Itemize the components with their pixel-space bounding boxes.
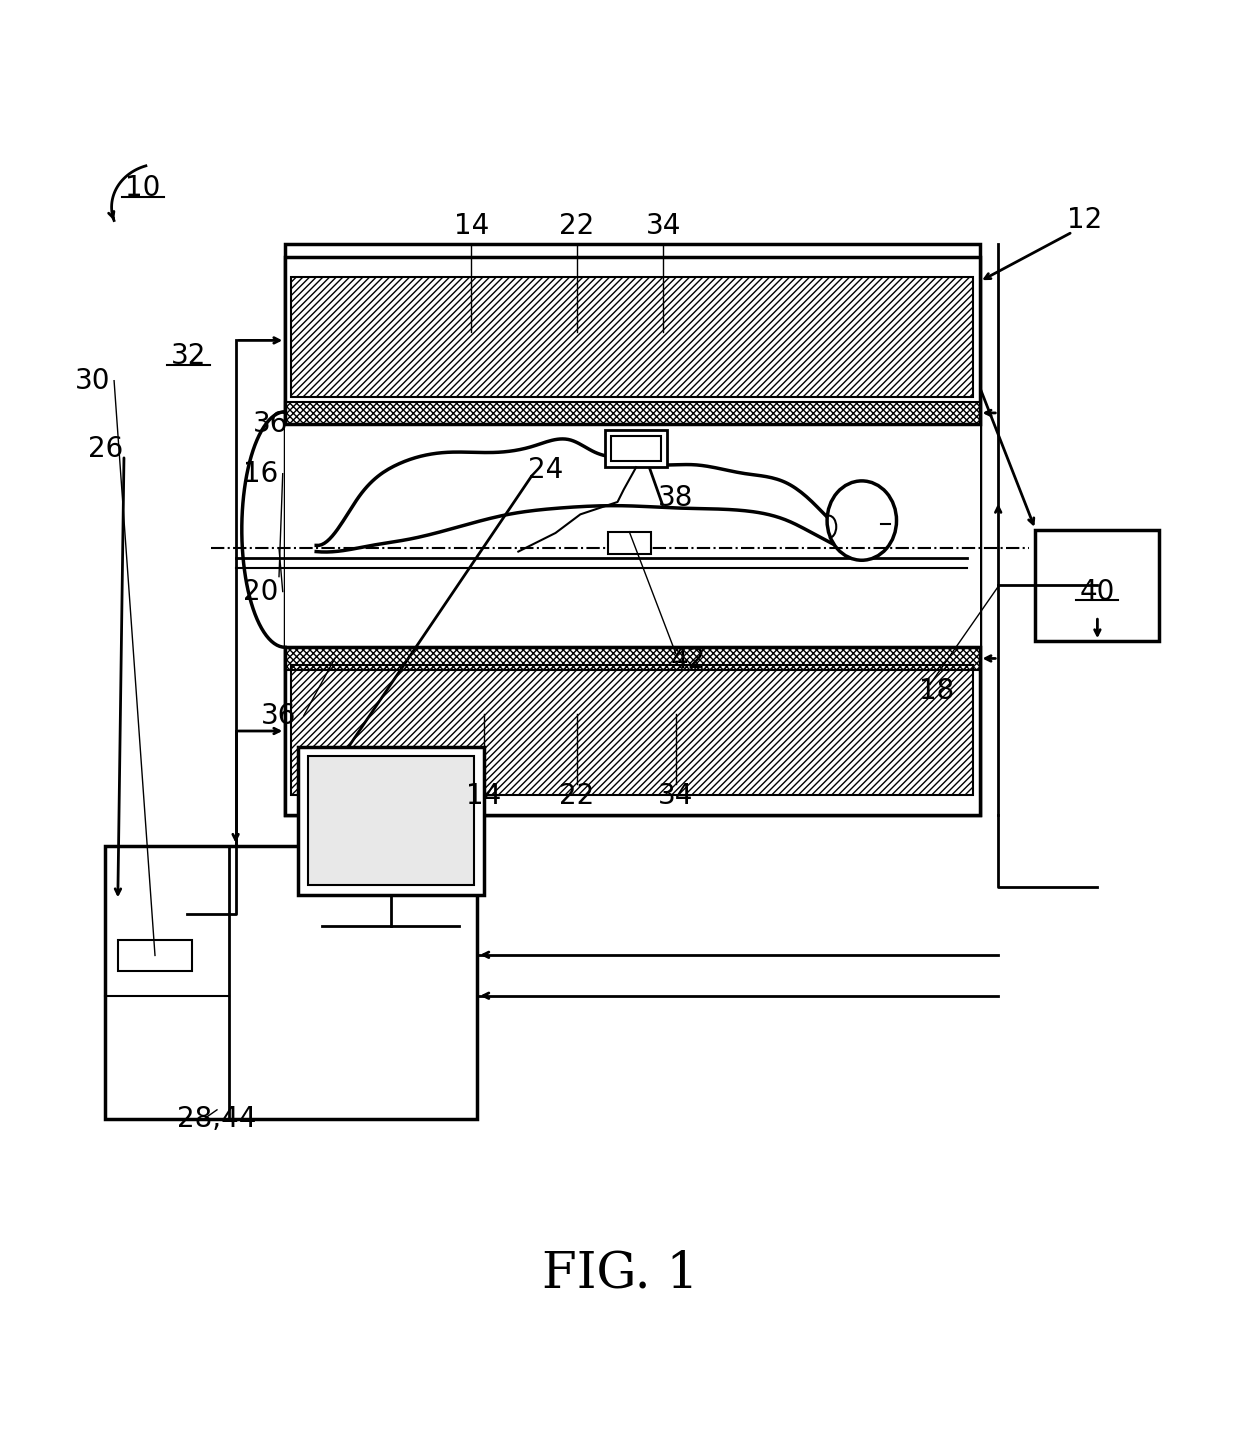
Text: 34: 34 [646,212,681,240]
Text: 22: 22 [559,783,594,810]
Bar [118,940,192,972]
Ellipse shape [827,481,897,561]
Text: FIG. 1: FIG. 1 [542,1249,698,1298]
Text: 36: 36 [253,411,288,438]
Bar [608,532,651,554]
Bar [285,245,980,814]
Bar [298,747,484,896]
Text: 14: 14 [466,783,501,810]
Text: 20: 20 [243,578,278,605]
Text: 38: 38 [658,485,693,512]
Bar [285,647,980,814]
Bar [285,256,980,424]
Text: 32: 32 [171,342,206,369]
Bar [285,402,980,424]
Bar [291,276,973,396]
Bar [308,757,474,886]
Bar [605,431,667,468]
Bar [285,412,980,647]
Bar [611,436,661,461]
Text: 16: 16 [243,459,278,488]
Text: 10: 10 [125,175,160,203]
Text: 36: 36 [262,701,296,730]
Text: 12: 12 [1068,206,1102,233]
Text: 30: 30 [76,366,110,395]
Text: 34: 34 [658,783,693,810]
Bar [291,664,973,794]
Text: 24: 24 [528,456,563,484]
Text: 18: 18 [919,677,954,704]
Bar [105,846,477,1119]
Text: 26: 26 [88,435,123,462]
Text: 42: 42 [671,645,706,674]
Bar [1035,529,1159,641]
Text: 28,44: 28,44 [177,1105,257,1132]
Text: 14: 14 [454,212,489,240]
Bar [285,647,980,670]
Text: 22: 22 [559,212,594,240]
Text: 40: 40 [1080,578,1115,605]
